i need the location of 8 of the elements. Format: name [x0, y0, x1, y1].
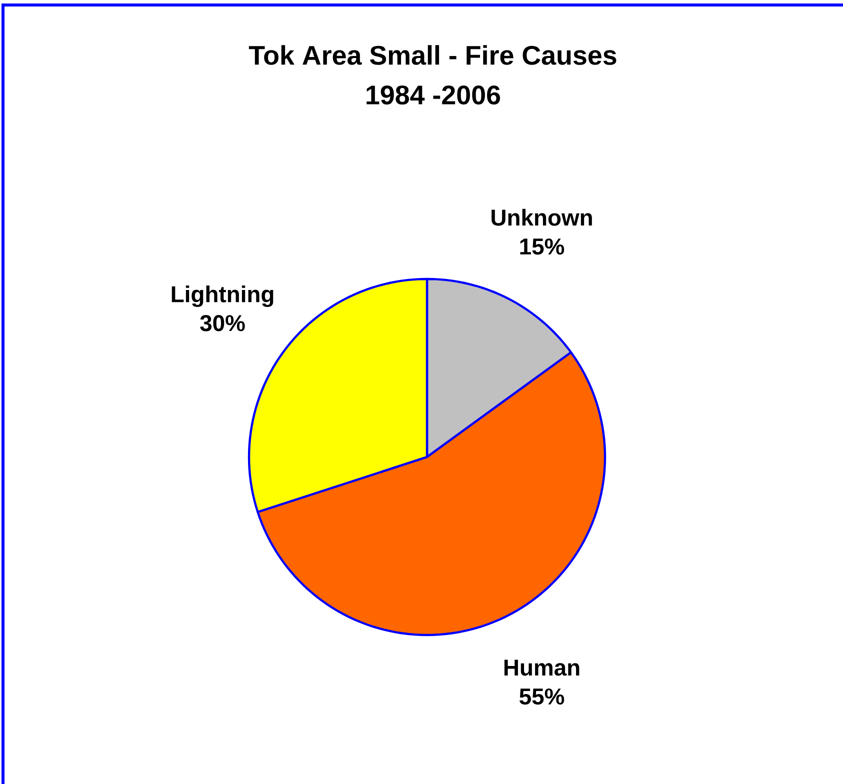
data-label: 15% [520, 238, 564, 255]
data-label: 55% [520, 688, 564, 705]
data-label: 30% [200, 315, 245, 332]
chart-subtitle: 1984 -2006 [366, 85, 500, 105]
slice-label: Unknown [492, 208, 592, 226]
slice-label: Lightning [172, 286, 274, 307]
chart-title: Tok Area Small - Fire Causes [248, 45, 616, 65]
slice-label: Human [504, 660, 580, 676]
